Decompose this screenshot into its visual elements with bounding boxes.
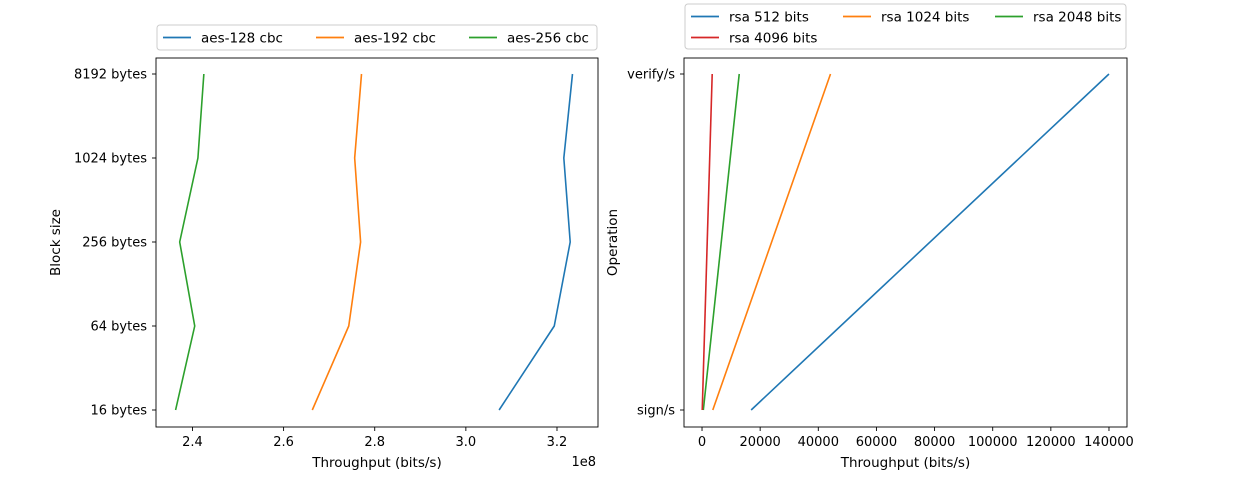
legend-label: aes-192 cbc xyxy=(354,31,436,47)
x-tick-label: 80000 xyxy=(914,435,955,450)
y-axis-label: Operation xyxy=(605,209,621,276)
x-tick-label: 120000 xyxy=(1026,435,1076,450)
y-tick-label: 1024 bytes xyxy=(74,152,147,167)
y-tick-label: 256 bytes xyxy=(82,236,147,251)
legend-label: rsa 1024 bits xyxy=(881,10,969,26)
y-tick-label: verify/s xyxy=(627,68,675,83)
y-tick-label: 64 bytes xyxy=(91,320,148,335)
x-tick-label: 40000 xyxy=(798,435,839,450)
series-line-1-1 xyxy=(498,73,574,411)
y-tick-label: sign/s xyxy=(637,404,675,419)
x-axis-label: Throughput (bits/s) xyxy=(840,455,970,471)
plot-frame xyxy=(683,57,1128,428)
y-tick-label: 16 bytes xyxy=(91,404,148,419)
legend-label: rsa 2048 bits xyxy=(1033,10,1121,26)
chart-panel-2: sign/s verify/s 0 20000 40000 60000 80000 10000… xyxy=(605,3,1134,471)
series-line-1-2 xyxy=(311,73,363,411)
y-tick-label: 8192 bytes xyxy=(74,68,147,83)
x-tick-label: 0 xyxy=(698,435,706,450)
chart-panel-1: 16 bytes 64 bytes 256 bytes 1024 bytes 8192 … xyxy=(48,24,599,471)
x-axis-label: Throughput (bits/s) xyxy=(311,455,441,471)
legend-label: aes-256 cbc xyxy=(507,31,589,47)
legend-label: rsa 4096 bits xyxy=(729,31,817,47)
x-offset-label: 1e8 xyxy=(571,455,596,470)
series-line-2-1 xyxy=(750,73,1110,411)
series-line-1-3 xyxy=(174,73,205,411)
y-axis-label: Block size xyxy=(48,209,64,276)
series-line-2-2 xyxy=(712,73,832,411)
legend-label: rsa 512 bits xyxy=(729,10,809,26)
legend: rsa 512 bits rsa 1024 bits rsa 2048 bits rs… xyxy=(684,3,1127,50)
x-tick-label: 60000 xyxy=(856,435,897,450)
x-tick-label: 2.6 xyxy=(273,435,294,450)
series-line-2-3 xyxy=(702,73,741,411)
x-tick-label: 140000 xyxy=(1084,435,1134,450)
x-tick-label: 20000 xyxy=(739,435,780,450)
legend-box xyxy=(684,3,1127,50)
x-tick-label: 2.4 xyxy=(182,435,203,450)
legend-label: aes-128 cbc xyxy=(201,31,283,47)
series-line-2-4 xyxy=(701,73,713,411)
legend-box xyxy=(156,24,598,51)
legend: aes-128 cbc aes-192 cbc aes-256 cbc xyxy=(156,24,598,51)
x-tick-label: 100000 xyxy=(968,435,1018,450)
plot-frame xyxy=(155,57,599,428)
x-tick-label: 2.8 xyxy=(364,435,385,450)
x-tick-label: 3.0 xyxy=(456,435,477,450)
x-tick-label: 3.2 xyxy=(547,435,568,450)
